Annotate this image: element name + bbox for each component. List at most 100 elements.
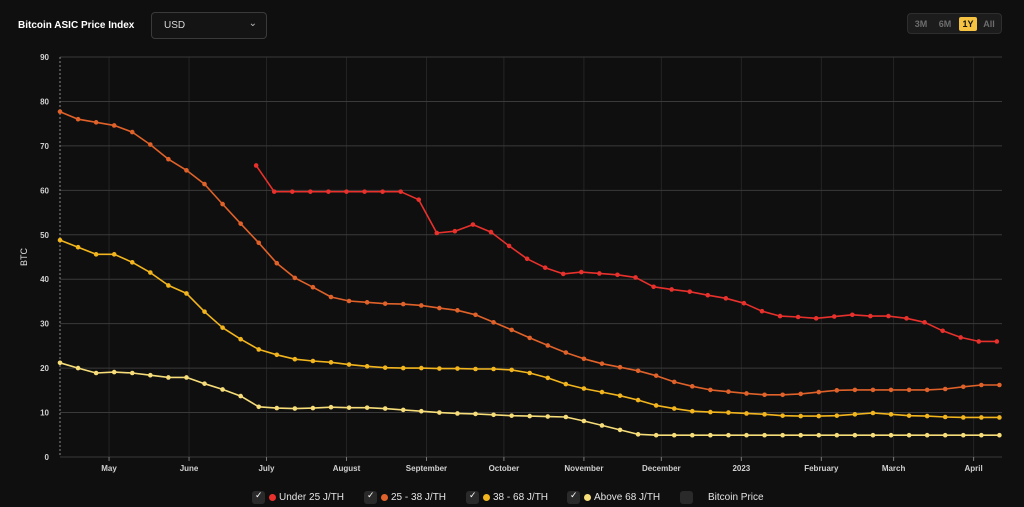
data-point xyxy=(166,156,171,162)
data-point xyxy=(599,361,605,366)
data-point xyxy=(924,413,930,419)
data-point xyxy=(455,366,460,371)
data-point xyxy=(111,123,117,128)
data-point xyxy=(328,294,334,300)
data-point xyxy=(184,375,189,380)
data-point xyxy=(651,284,656,290)
data-point xyxy=(599,389,605,395)
data-point xyxy=(563,414,569,420)
checkbox-above-68[interactable] xyxy=(567,490,580,504)
data-point xyxy=(220,201,225,207)
data-point xyxy=(958,335,964,340)
data-point xyxy=(344,189,349,194)
data-point xyxy=(979,415,984,420)
range-all-button[interactable]: All xyxy=(983,19,995,29)
data-point xyxy=(690,384,695,389)
data-point xyxy=(545,414,551,419)
data-point xyxy=(452,228,458,234)
checkbox-38-68[interactable] xyxy=(466,490,479,504)
data-point xyxy=(455,411,460,416)
data-point xyxy=(419,303,424,308)
data-point xyxy=(635,368,641,374)
data-point xyxy=(560,271,566,277)
data-point xyxy=(870,432,876,438)
data-point xyxy=(922,320,927,325)
data-point xyxy=(798,391,803,397)
data-point xyxy=(220,387,225,392)
data-point xyxy=(816,432,822,438)
data-point xyxy=(220,325,225,330)
data-point xyxy=(75,116,81,122)
data-point xyxy=(509,327,514,333)
data-point xyxy=(868,313,873,319)
y-tick-label: 0 xyxy=(45,453,50,462)
data-point xyxy=(942,432,948,438)
data-point xyxy=(346,362,352,367)
checkbox-bitcoin-price[interactable] xyxy=(680,491,693,504)
currency-select[interactable]: USD ⌄ xyxy=(151,12,267,39)
range-1y-button[interactable]: 1Y xyxy=(959,17,977,31)
data-point xyxy=(852,432,858,438)
checkbox-25-38[interactable] xyxy=(364,490,377,504)
data-point xyxy=(762,392,767,398)
data-point xyxy=(419,408,424,414)
range-3m-button[interactable]: 3M xyxy=(914,19,928,29)
data-point xyxy=(563,350,569,355)
data-point xyxy=(831,314,837,319)
data-point xyxy=(398,189,403,194)
data-point xyxy=(723,296,729,301)
data-point xyxy=(75,365,81,371)
data-point xyxy=(942,386,948,392)
legend-label-25-38: 25 - 38 J/TH xyxy=(391,492,447,503)
data-point xyxy=(274,352,280,358)
data-point xyxy=(581,386,587,391)
data-point xyxy=(726,389,731,394)
currency-value: USD xyxy=(164,20,186,31)
x-tick-label: April xyxy=(964,464,982,473)
data-point xyxy=(437,366,442,371)
data-point xyxy=(380,189,385,194)
data-point xyxy=(744,411,749,416)
data-point xyxy=(798,432,803,438)
data-point xyxy=(382,301,388,306)
data-point xyxy=(292,406,298,411)
data-point xyxy=(148,270,153,275)
data-point xyxy=(762,412,767,417)
data-point xyxy=(527,335,533,341)
data-point xyxy=(455,308,460,313)
data-point xyxy=(759,308,765,314)
data-point xyxy=(202,181,207,187)
data-point xyxy=(506,243,512,249)
data-point xyxy=(148,142,153,147)
data-point xyxy=(256,347,262,352)
data-point xyxy=(292,356,298,362)
series-line xyxy=(59,239,1000,419)
data-point xyxy=(705,292,711,298)
data-point xyxy=(870,387,876,393)
x-tick-label: May xyxy=(101,464,117,473)
data-point xyxy=(635,432,641,437)
data-point xyxy=(184,168,189,173)
data-point xyxy=(741,300,747,306)
data-point xyxy=(924,387,930,393)
checkbox-under-25[interactable] xyxy=(252,490,265,504)
data-point xyxy=(419,365,424,371)
x-tick-label: September xyxy=(406,464,447,473)
data-point xyxy=(653,432,659,438)
data-point xyxy=(166,375,171,380)
data-point xyxy=(382,365,388,370)
data-point xyxy=(437,410,442,415)
data-point xyxy=(238,221,243,226)
data-point xyxy=(488,229,494,235)
data-point xyxy=(671,379,677,385)
data-point xyxy=(850,312,855,318)
range-6m-button[interactable]: 6M xyxy=(938,19,952,29)
chevron-down-icon: ⌄ xyxy=(248,18,257,29)
data-point xyxy=(129,370,135,376)
data-point xyxy=(202,381,207,386)
data-point xyxy=(111,252,117,257)
data-point xyxy=(653,373,659,378)
data-point xyxy=(545,375,551,381)
data-point xyxy=(997,415,1002,420)
x-tick-label: November xyxy=(564,464,603,473)
